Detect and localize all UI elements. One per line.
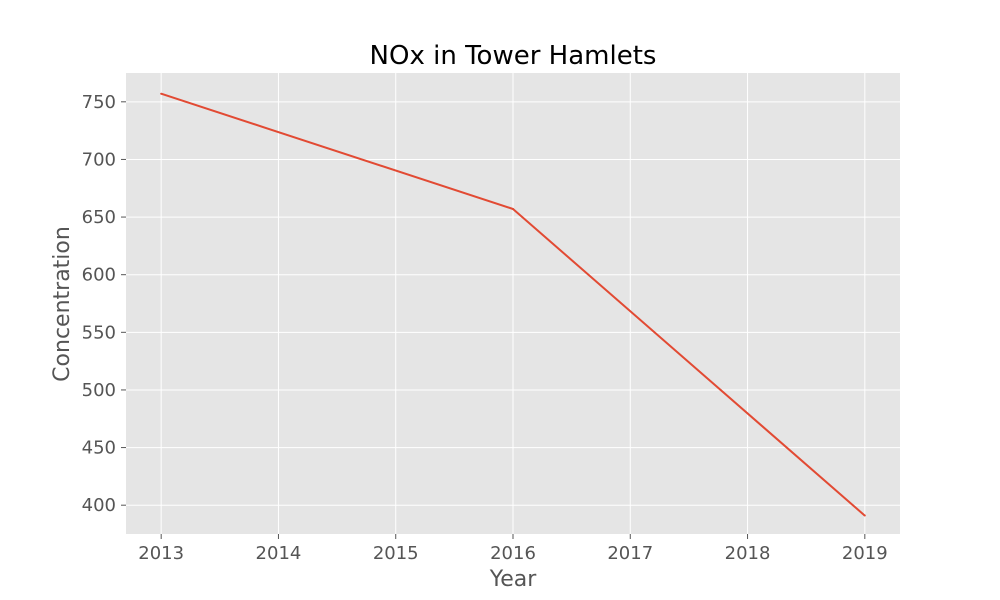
y-axis-ticks: 400 450 500 550 600 650 700 750 xyxy=(82,92,126,516)
series-layer xyxy=(160,92,866,517)
x-tick-label: 2019 xyxy=(842,543,888,564)
x-tick-label: 2018 xyxy=(725,543,771,564)
y-tick-label: 550 xyxy=(82,322,116,343)
data-point xyxy=(160,92,163,95)
x-tick-label: 2013 xyxy=(138,543,184,564)
y-tick-label: 500 xyxy=(82,380,116,401)
y-tick-label: 400 xyxy=(82,495,116,516)
x-tick-label: 2015 xyxy=(373,543,419,564)
x-axis-label: Year xyxy=(489,567,538,592)
y-tick-label: 650 xyxy=(82,207,116,228)
data-point xyxy=(863,514,866,517)
grid xyxy=(126,73,900,534)
y-tick-label: 750 xyxy=(82,92,116,113)
x-tick-label: 2016 xyxy=(490,543,536,564)
x-tick-label: 2017 xyxy=(607,543,653,564)
y-tick-label: 700 xyxy=(82,149,116,170)
y-tick-label: 600 xyxy=(82,265,116,286)
y-tick-label: 450 xyxy=(82,438,116,459)
y-axis-label: Concentration xyxy=(50,226,75,382)
x-axis-ticks: 2013 2014 2015 2016 2017 2018 2019 xyxy=(138,534,888,564)
data-point xyxy=(512,207,514,210)
chart-title: NOx in Tower Hamlets xyxy=(370,41,657,71)
x-tick-label: 2014 xyxy=(256,543,302,564)
